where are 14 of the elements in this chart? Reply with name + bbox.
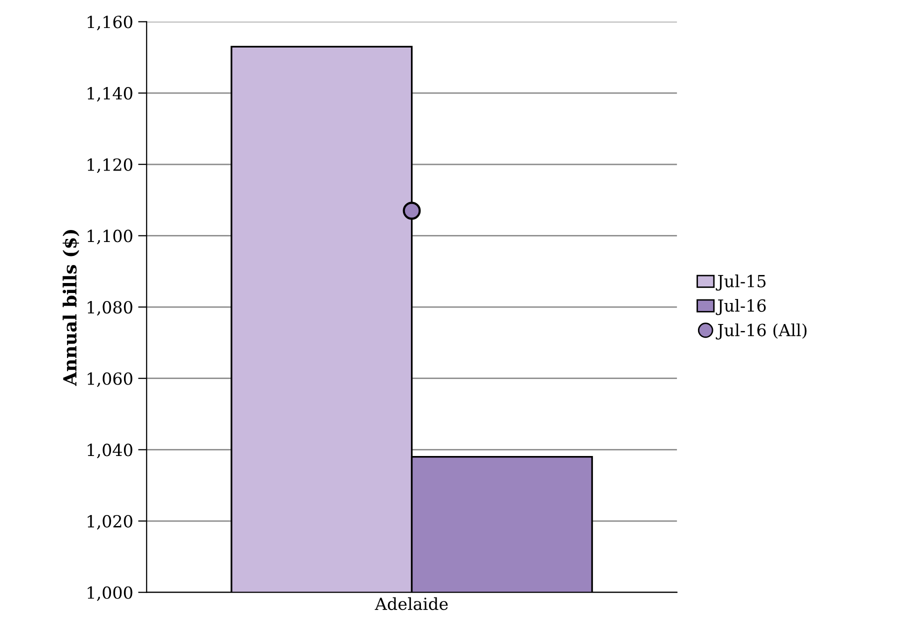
y-tick-label: 1,040 bbox=[88, 444, 132, 458]
y-axis-title: Annual bills ($) bbox=[62, 230, 80, 386]
legend-label: Jul-16 bbox=[716, 298, 766, 316]
legend-label: Jul-15 bbox=[716, 274, 766, 291]
legend-label: Jul-16 (All) bbox=[716, 323, 807, 340]
y-tick-label: 1,120 bbox=[88, 158, 132, 173]
y-tick-label: 1,000 bbox=[88, 586, 132, 601]
y-tick-label: 1,080 bbox=[88, 301, 132, 316]
y-tick-label: 1,060 bbox=[88, 372, 132, 387]
y-tick-label: 1,100 bbox=[88, 230, 132, 244]
x-tick-label: Adelaide bbox=[374, 597, 448, 610]
y-tick-label: 1,020 bbox=[88, 514, 132, 530]
y-tick-label: 1,160 bbox=[88, 16, 132, 30]
y-tick-label: 1,140 bbox=[88, 87, 132, 102]
